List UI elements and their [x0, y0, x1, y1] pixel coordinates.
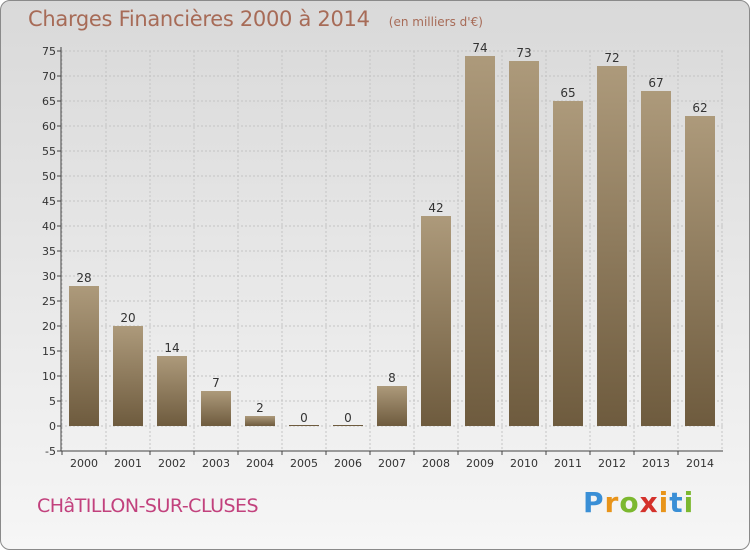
bar [113, 326, 143, 426]
axes [57, 47, 723, 455]
y-tick-label: 20 [42, 320, 56, 333]
bar [597, 66, 627, 426]
logo-letter: r [604, 486, 620, 519]
data-label: 2 [256, 401, 264, 415]
data-label: 14 [164, 341, 179, 355]
y-tick-label: 50 [42, 170, 56, 183]
data-label: 20 [120, 311, 135, 325]
logo-letter: x [639, 486, 659, 519]
x-tick-label: 2007 [378, 457, 406, 470]
x-tick-label: 2011 [554, 457, 582, 470]
data-label: 0 [344, 411, 352, 425]
bar [685, 116, 715, 426]
x-tick-label: 2001 [114, 457, 142, 470]
data-label: 7 [212, 376, 220, 390]
logo-letter: i [683, 486, 695, 519]
logo-letter: t [669, 486, 684, 519]
y-tick-labels: -5 0 5 10 15 20 25 30 35 40 45 50 55 60 65 70 75 [42, 45, 56, 458]
x-tick-label: 2005 [290, 457, 318, 470]
grid-lines [61, 50, 723, 452]
y-tick-label: 60 [42, 120, 56, 133]
title-row: Charges Financières 2000 à 2014 (en mill… [28, 7, 483, 31]
y-tick-label: 75 [42, 45, 56, 58]
data-label: 0 [300, 411, 308, 425]
bar [245, 416, 275, 426]
data-label: 72 [604, 51, 619, 65]
chart-title: Charges Financières 2000 à 2014 [28, 7, 370, 31]
y-tick-label: 10 [42, 370, 56, 383]
x-tick-label: 2013 [642, 457, 670, 470]
data-label: 74 [472, 41, 487, 55]
x-tick-labels: 2000 2001 2002 2003 2004 2005 2006 2007 2008 2009… [70, 457, 714, 470]
bar [509, 61, 539, 426]
data-label: 67 [648, 76, 663, 90]
data-label: 62 [692, 101, 707, 115]
x-tick-label: 2000 [70, 457, 98, 470]
logo-letter: P [583, 486, 605, 519]
data-label: 28 [76, 271, 91, 285]
x-tick-label: 2009 [466, 457, 494, 470]
y-tick-label: 35 [42, 245, 56, 258]
bar [465, 56, 495, 426]
y-tick-label: 45 [42, 195, 56, 208]
bar [377, 386, 407, 426]
chart-unit: (en milliers d'€) [388, 15, 483, 29]
y-tick-label: 0 [49, 420, 56, 433]
bars [69, 56, 715, 426]
bar [553, 101, 583, 426]
x-tick-label: 2010 [510, 457, 538, 470]
data-label: 42 [428, 201, 443, 215]
bar [641, 91, 671, 426]
data-label: 65 [560, 86, 575, 100]
bar [421, 216, 451, 426]
x-tick-label: 2002 [158, 457, 186, 470]
x-tick-label: 2006 [334, 457, 362, 470]
y-tick-label: 15 [42, 345, 56, 358]
proxiti-logo: Proxiti [583, 486, 694, 519]
bar [69, 286, 99, 426]
bar [333, 425, 363, 426]
bar [157, 356, 187, 426]
logo-letter: o [619, 486, 640, 519]
data-label: 73 [516, 46, 531, 60]
commune-name: CHâTILLON-SUR-CLUSES [37, 495, 259, 517]
bar [289, 425, 319, 426]
y-tick-label: 55 [42, 145, 56, 158]
x-tick-label: 2012 [598, 457, 626, 470]
y-tick-label: -5 [45, 445, 56, 458]
y-tick-label: 65 [42, 95, 56, 108]
y-tick-label: 70 [42, 70, 56, 83]
x-tick-label: 2008 [422, 457, 450, 470]
bar [201, 391, 231, 426]
y-tick-label: 25 [42, 295, 56, 308]
x-tick-label: 2004 [246, 457, 274, 470]
data-label: 8 [388, 371, 396, 385]
y-tick-label: 5 [49, 395, 56, 408]
x-tick-label: 2014 [686, 457, 714, 470]
y-tick-label: 30 [42, 270, 56, 283]
y-tick-label: 40 [42, 220, 56, 233]
logo-letter: i [658, 486, 670, 519]
x-tick-label: 2003 [202, 457, 230, 470]
